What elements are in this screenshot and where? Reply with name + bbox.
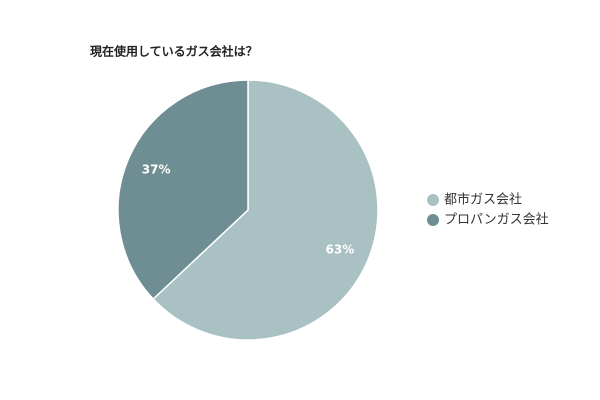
pie-slice: [117, 79, 249, 301]
legend-label: プロパンガス会社: [444, 212, 549, 228]
legend-marker: [427, 194, 439, 206]
legend-label: 都市ガス会社: [444, 192, 522, 208]
chart-title: 現在使用しているガス会社は？: [90, 44, 258, 59]
pie-slice: [152, 79, 379, 341]
data-label: 63%: [326, 242, 355, 256]
data-label: 37%: [142, 163, 171, 177]
legend-marker: [427, 214, 439, 226]
